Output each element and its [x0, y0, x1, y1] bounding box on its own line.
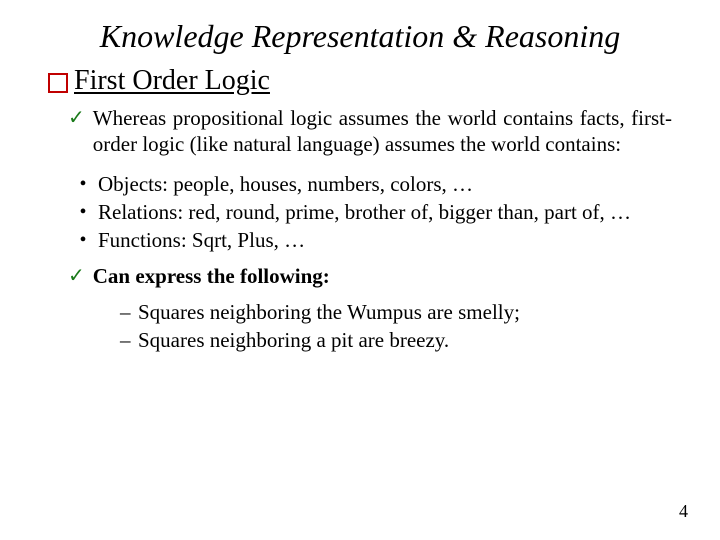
list-item: – Squares neighboring a pit are breezy. [120, 327, 672, 353]
subtitle: First Order Logic [74, 65, 270, 97]
subtitle-row: First Order Logic [48, 65, 672, 97]
check-icon: ✓ [68, 105, 85, 131]
content-block: ✓ Whereas propositional logic assumes th… [68, 105, 672, 353]
dash-icon: – [120, 327, 138, 353]
dash-text-2: Squares neighboring a pit are breezy. [138, 327, 449, 353]
list-item: – Squares neighboring the Wumpus are sme… [120, 299, 672, 325]
bullet-icon: • [68, 199, 98, 225]
slide: Knowledge Representation & Reasoning Fir… [0, 0, 720, 540]
list-item: • Objects: people, houses, numbers, colo… [68, 171, 672, 197]
list-item: • Functions: Sqrt, Plus, … [68, 227, 672, 253]
bullet-text-2: Relations: red, round, prime, brother of… [98, 199, 631, 225]
dash-text-1: Squares neighboring the Wumpus are smell… [138, 299, 520, 325]
check-item-2: ✓ Can express the following: [68, 263, 672, 289]
dash-icon: – [120, 299, 138, 325]
page-number: 4 [679, 501, 688, 522]
bullet-text-1: Objects: people, houses, numbers, colors… [98, 171, 473, 197]
bullet-text-3: Functions: Sqrt, Plus, … [98, 227, 305, 253]
dash-list: – Squares neighboring the Wumpus are sme… [120, 299, 672, 353]
square-bullet-icon [48, 73, 68, 93]
bullet-icon: • [68, 171, 98, 197]
page-title: Knowledge Representation & Reasoning [48, 18, 672, 55]
check-text-1: Whereas propositional logic assumes the … [93, 105, 672, 157]
list-item: • Relations: red, round, prime, brother … [68, 199, 672, 225]
check-icon: ✓ [68, 263, 85, 289]
dot-list: • Objects: people, houses, numbers, colo… [68, 171, 672, 253]
check-text-2: Can express the following: [93, 263, 330, 289]
check-item-1: ✓ Whereas propositional logic assumes th… [68, 105, 672, 157]
bullet-icon: • [68, 227, 98, 253]
